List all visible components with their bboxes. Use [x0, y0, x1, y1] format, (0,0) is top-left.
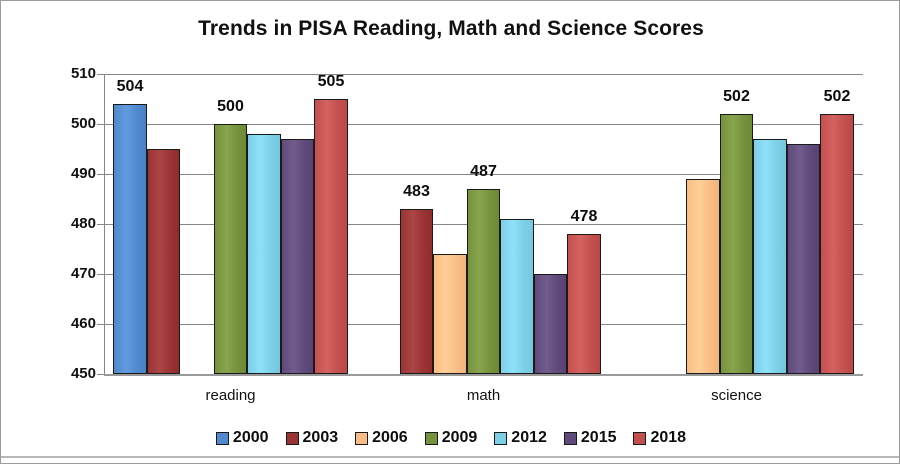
bar-math-2012[interactable]: [500, 219, 534, 374]
legend-label: 2015: [580, 429, 617, 446]
bar-science-2009[interactable]: [719, 114, 754, 374]
bar-reading-2009[interactable]: [213, 124, 248, 374]
data-label: 500: [217, 98, 244, 115]
y-axis-tick-label: 500: [70, 115, 96, 132]
y-axis-tick-label: 460: [70, 315, 96, 332]
bar-science-2015[interactable]: [786, 144, 821, 374]
legend-item-2003[interactable]: 2003: [285, 429, 339, 447]
y-axis-tick: [97, 74, 104, 75]
data-label: 504: [116, 78, 144, 95]
bar-science-2018[interactable]: [820, 114, 854, 374]
legend-item-2006[interactable]: 2006: [355, 429, 408, 447]
legend-label: 2012: [511, 429, 547, 446]
legend-label: 2000: [232, 429, 269, 446]
plot-area: [97, 74, 863, 376]
bar-math-2009[interactable]: [466, 189, 501, 374]
bottom-divider: [1, 456, 899, 458]
x-axis-category-label: reading: [205, 387, 256, 404]
y-axis-tick-label: 510: [70, 65, 96, 82]
bar-math-2018[interactable]: [567, 234, 601, 374]
legend-item-2012[interactable]: 2012: [494, 429, 547, 447]
legend-swatch-icon: [563, 431, 577, 445]
gridline: [104, 124, 863, 125]
legend-swatch-icon: [494, 431, 508, 445]
y-axis-tick: [97, 324, 104, 325]
legend-label: 2006: [372, 429, 408, 446]
chart-legend: 2000 2003 2006 2009 2012 2015 2018: [1, 429, 899, 447]
legend-item-2015[interactable]: 2015: [563, 429, 617, 447]
bar-science-2006[interactable]: [686, 179, 720, 374]
bar-reading-2015[interactable]: [280, 139, 315, 374]
bar-reading-2000[interactable]: [113, 104, 147, 374]
bar-math-2006[interactable]: [433, 254, 467, 374]
legend-label: 2018: [650, 429, 687, 446]
bar-math-2003[interactable]: [399, 209, 434, 374]
legend-item-2000[interactable]: 2000: [215, 429, 269, 447]
y-axis-tick-labels: 510 500 490 480 470 460 450: [46, 65, 96, 382]
y-axis-tick: [97, 274, 104, 275]
y-axis-tick: [97, 174, 104, 175]
data-label: 502: [823, 88, 851, 105]
bar-math-2015[interactable]: [533, 274, 568, 374]
bar-reading-2018[interactable]: [314, 99, 348, 374]
chart-title: Trends in PISA Reading, Math and Science…: [198, 17, 704, 40]
y-axis-tick-label: 490: [70, 165, 96, 182]
y-axis-tick: [97, 224, 104, 225]
x-axis-line: [104, 374, 863, 376]
gridline: [104, 74, 863, 75]
legend-item-2009[interactable]: 2009: [424, 429, 478, 447]
y-axis-tick-label: 450: [70, 365, 96, 382]
bar-reading-2003[interactable]: [146, 149, 181, 374]
gridline: [104, 174, 863, 175]
bar-reading-2012[interactable]: [247, 134, 281, 374]
legend-swatch-icon: [285, 431, 299, 445]
y-axis-tick: [97, 374, 104, 375]
data-label: 487: [470, 163, 497, 180]
legend-swatch-icon: [215, 431, 229, 445]
data-label: 502: [723, 88, 750, 105]
legend-swatch-icon: [355, 431, 369, 445]
legend-item-2018[interactable]: 2018: [633, 429, 686, 447]
legend-label: 2009: [441, 429, 478, 446]
data-label: 483: [403, 183, 430, 200]
data-label: 505: [317, 73, 345, 90]
x-axis-category-label: science: [711, 387, 762, 404]
data-label: 478: [570, 208, 598, 225]
x-axis-category-label: math: [466, 387, 501, 404]
bar-science-2012[interactable]: [753, 139, 787, 374]
y-axis-tick-label: 480: [70, 215, 96, 232]
y-axis-tick: [97, 124, 104, 125]
legend-swatch-icon: [633, 431, 647, 445]
legend-label: 2003: [302, 429, 339, 446]
legend-swatch-icon: [424, 431, 438, 445]
y-axis-tick-label: 470: [70, 265, 96, 282]
